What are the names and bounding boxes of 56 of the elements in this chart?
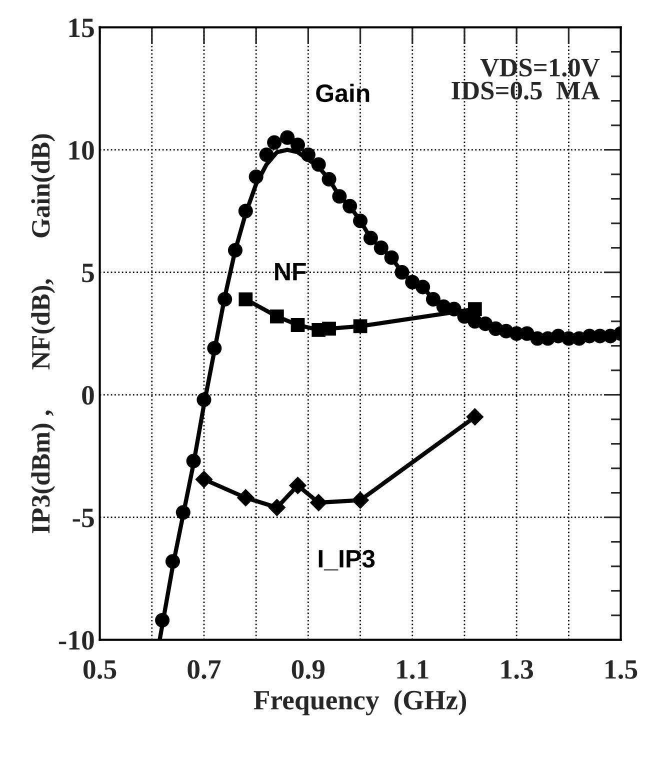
- point: [311, 157, 326, 172]
- point: [290, 318, 305, 332]
- point: [207, 340, 222, 356]
- point: [394, 265, 410, 280]
- point: [165, 554, 180, 569]
- point: [186, 454, 201, 468]
- annotation: VDS=1.0V IDS=0.5 MA: [452, 58, 600, 100]
- y-tick-label: 5: [82, 264, 94, 282]
- point: [416, 280, 430, 294]
- x-tick-label: 0.9: [292, 660, 325, 679]
- point: [384, 250, 399, 265]
- x-tick-label: 1.1: [397, 660, 428, 679]
- point: [280, 130, 295, 145]
- point: [466, 408, 484, 426]
- point: [237, 489, 254, 506]
- point: [248, 169, 264, 184]
- series-label: Gain: [316, 84, 370, 102]
- point: [267, 135, 282, 150]
- point: [353, 319, 368, 334]
- point: [218, 292, 232, 307]
- point: [176, 505, 190, 520]
- point: [268, 498, 286, 516]
- x-axis-title: Frequency (GHz): [254, 690, 466, 716]
- series-label: NF: [275, 263, 306, 280]
- y-tick-label: 15: [69, 18, 94, 38]
- y-axis-title: IP3(dBm) , NF(dB), Gain(dB): [31, 134, 56, 534]
- point: [155, 612, 170, 628]
- point: [238, 292, 253, 306]
- point: [259, 147, 274, 162]
- y-tick-label: -5: [72, 508, 94, 528]
- x-tick-label: 0.5: [83, 660, 116, 679]
- point: [300, 147, 316, 162]
- x-tick-label: 1.5: [606, 660, 638, 679]
- x-tick-label: 0.7: [188, 660, 221, 679]
- point: [332, 189, 347, 204]
- point: [374, 240, 388, 256]
- point: [270, 309, 284, 324]
- point: [290, 138, 306, 152]
- point: [363, 230, 378, 246]
- series-label: I_IP3: [318, 550, 375, 570]
- point: [353, 214, 368, 228]
- point: [310, 494, 328, 512]
- point: [228, 242, 243, 258]
- x-tick-label: 1.3: [501, 660, 533, 679]
- point: [342, 198, 358, 214]
- y-tick-label: 0: [82, 386, 94, 405]
- point: [426, 292, 441, 307]
- point: [322, 172, 336, 187]
- point: [352, 492, 369, 509]
- point: [322, 322, 336, 336]
- point: [289, 476, 306, 494]
- y-tick-label: -10: [58, 631, 94, 650]
- y-tick-label: 10: [69, 140, 94, 160]
- point: [196, 392, 212, 408]
- point: [195, 470, 213, 488]
- point: [238, 204, 253, 218]
